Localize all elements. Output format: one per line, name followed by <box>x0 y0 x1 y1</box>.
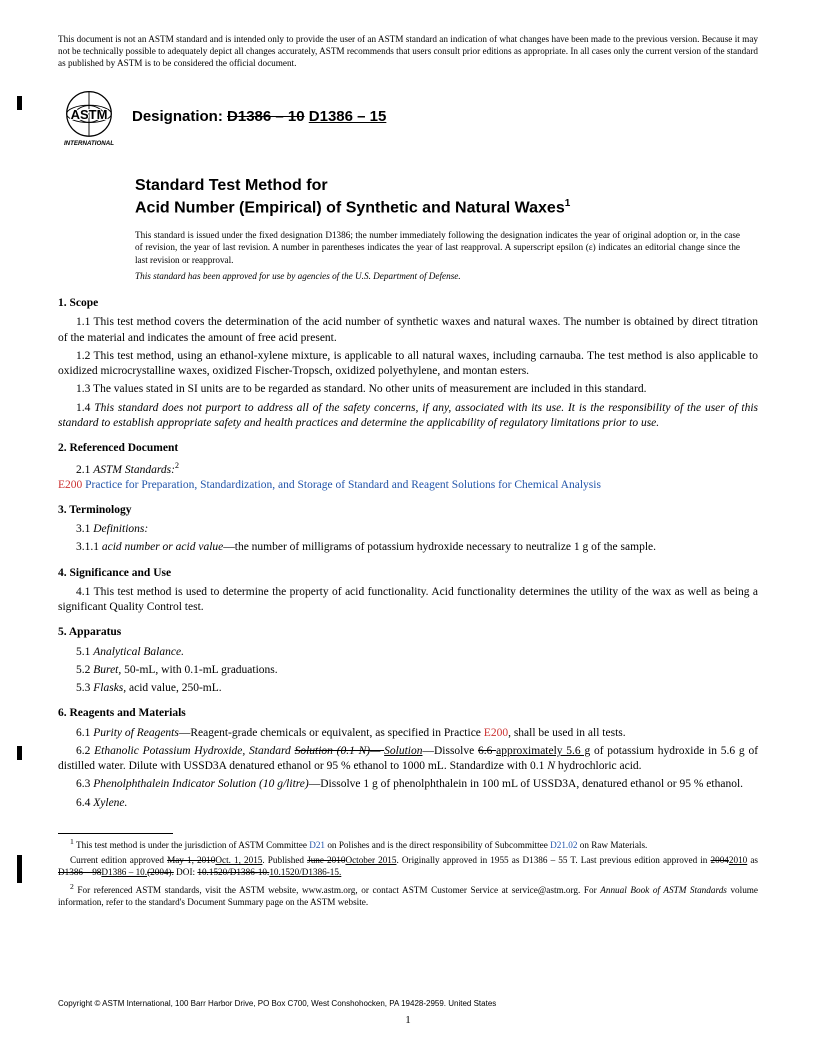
footnote-rule <box>58 833 173 834</box>
change-bar-icon <box>17 855 22 883</box>
title-line-1: Standard Test Method for <box>135 177 328 194</box>
footnote-2: 2 For referenced ASTM standards, visit t… <box>58 882 758 909</box>
copyright-line: Copyright © ASTM International, 100 Barr… <box>58 999 496 1010</box>
title-line-2: Acid Number (Empirical) of Synthetic and… <box>135 199 565 216</box>
astm-logo: ASTM INTERNATIONAL <box>58 86 120 148</box>
section-1-head: 1. Scope <box>58 296 758 311</box>
para-6-4: 6.4 Xylene. <box>58 796 758 811</box>
section-2-head: 2. Referenced Document <box>58 441 758 456</box>
disclaimer-text: This document is not an ASTM standard an… <box>58 34 758 70</box>
issuance-note: This standard is issued under the fixed … <box>135 229 740 266</box>
para-6-3: 6.3 Phenolphthalein Indicator Solution (… <box>58 777 758 792</box>
e200-link[interactable]: E200 <box>58 479 82 491</box>
para-3-1-1: 3.1.1 acid number or acid value—the numb… <box>58 540 758 555</box>
svg-text:ASTM: ASTM <box>71 107 108 122</box>
para-2-1: 2.1 ASTM Standards:2 E200 Practice for P… <box>58 461 758 493</box>
e200-link-2[interactable]: E200 <box>484 727 508 739</box>
designation-line: Designation: D1386 – 10 D1386 – 15 <box>132 107 386 127</box>
para-5-2: 5.2 Buret, 50-mL, with 0.1-mL graduation… <box>58 663 758 678</box>
page-number: 1 <box>0 1013 816 1028</box>
para-2-1-italic: ASTM Standards: <box>93 463 175 475</box>
para-5-3: 5.3 Flasks, acid value, 250-mL. <box>58 681 758 696</box>
section-4-head: 4. Significance and Use <box>58 566 758 581</box>
section-5-head: 5. Apparatus <box>58 625 758 640</box>
footnote-1b: Current edition approved May 1, 2010Oct.… <box>58 855 758 879</box>
para-6-2: 6.2 Ethanolic Potassium Hydroxide, Stand… <box>58 744 758 775</box>
dod-approval-note: This standard has been approved for use … <box>135 270 758 282</box>
header-row: ASTM INTERNATIONAL Designation: D1386 – … <box>58 86 758 148</box>
title-block: Standard Test Method for Acid Number (Em… <box>135 176 758 219</box>
para-3-1: 3.1 Definitions: <box>58 522 758 537</box>
svg-text:INTERNATIONAL: INTERNATIONAL <box>64 140 114 147</box>
footnote-1: 1 This test method is under the jurisdic… <box>58 837 758 852</box>
change-bar-icon <box>17 96 22 110</box>
para-1-3: 1.3 The values stated in SI units are to… <box>58 382 758 397</box>
para-5-1: 5.1 Analytical Balance. <box>58 645 758 660</box>
e200-title[interactable]: Practice for Preparation, Standardizatio… <box>82 479 601 491</box>
para-2-1-sup: 2 <box>175 461 179 470</box>
para-4-1: 4.1 This test method is used to determin… <box>58 585 758 616</box>
title-footnote-ref: 1 <box>565 198 571 209</box>
para-6-1: 6.1 Purity of Reagents—Reagent-grade che… <box>58 726 758 741</box>
standard-title: Standard Test Method for Acid Number (Em… <box>135 176 758 219</box>
designation-new: D1386 – 15 <box>309 108 387 125</box>
designation-label: Designation: <box>132 108 227 125</box>
d21-link[interactable]: D21 <box>309 840 325 850</box>
designation-old: D1386 – 10 <box>227 108 305 125</box>
para-1-1: 1.1 This test method covers the determin… <box>58 315 758 346</box>
change-bar-icon <box>17 746 22 760</box>
para-1-4: 1.4 1.4 This standard does not purport t… <box>58 401 758 432</box>
d21-02-link[interactable]: D21.02 <box>550 840 577 850</box>
section-6-head: 6. Reagents and Materials <box>58 706 758 721</box>
para-2-1-prefix: 2.1 <box>76 463 93 475</box>
para-1-2: 1.2 This test method, using an ethanol-x… <box>58 349 758 380</box>
section-3-head: 3. Terminology <box>58 503 758 518</box>
